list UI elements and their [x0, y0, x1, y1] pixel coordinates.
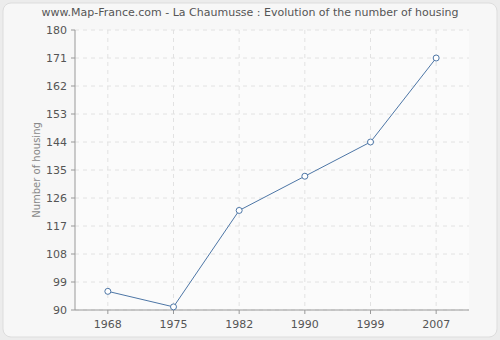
tick-label: 126: [46, 192, 67, 205]
title: www.Map-France.com - La Chaumusse : Evol…: [42, 6, 459, 19]
tick-label: 99: [53, 276, 67, 289]
grid-line: [75, 30, 469, 31]
grid-line: [75, 86, 469, 87]
tick-label: 117: [46, 220, 67, 233]
tick-label: 2007: [422, 318, 450, 331]
grid-line: [173, 30, 174, 310]
grid-line: [75, 254, 469, 255]
tick: [107, 310, 108, 314]
tick: [304, 310, 305, 314]
tick: [71, 114, 75, 115]
tick-label: 1982: [225, 318, 253, 331]
background: [3, 3, 497, 337]
tick: [71, 198, 75, 199]
grid-line: [75, 170, 469, 171]
tick: [71, 254, 75, 255]
grid-line: [75, 226, 469, 227]
tick: [436, 310, 437, 314]
marker: [302, 173, 308, 179]
grid-line: [75, 114, 469, 115]
tick-label: 144: [46, 136, 67, 149]
tick-label: 90: [53, 304, 67, 317]
tick-label: 1968: [94, 318, 122, 331]
grid-line: [107, 30, 108, 310]
grid-line: [239, 30, 240, 310]
marker: [236, 207, 242, 213]
grid-line: [75, 58, 469, 59]
line: [108, 58, 436, 307]
tick: [71, 282, 75, 283]
tick-label: 1999: [357, 318, 385, 331]
tick: [71, 226, 75, 227]
tick-label: 1990: [291, 318, 319, 331]
grid-line: [75, 198, 469, 199]
y-axis-label: Number of housing: [31, 122, 42, 218]
grid-line: [75, 142, 469, 143]
grid-line: [436, 30, 437, 310]
tick: [370, 310, 371, 314]
tick: [71, 86, 75, 87]
marker: [368, 139, 374, 145]
tick-label: 171: [46, 52, 67, 65]
grid-line: [75, 310, 469, 311]
tick: [71, 310, 75, 311]
axis: [75, 310, 469, 311]
series: [105, 55, 439, 310]
chart: www.Map-France.com - La Chaumusse : Evol…: [0, 0, 500, 340]
tick-label: 1975: [160, 318, 188, 331]
tick: [71, 170, 75, 171]
tick: [71, 58, 75, 59]
tick: [71, 30, 75, 31]
axis: [75, 30, 76, 310]
marker: [171, 304, 177, 310]
grid-line: [304, 30, 305, 310]
tick-label: 108: [46, 248, 67, 261]
marker: [433, 55, 439, 61]
tick: [71, 142, 75, 143]
grid-line: [370, 30, 371, 310]
plot-area: [75, 30, 469, 310]
grid-line: [75, 282, 469, 283]
tick-label: 180: [46, 24, 67, 37]
tick: [239, 310, 240, 314]
marker: [105, 288, 111, 294]
tick-label: 135: [46, 164, 67, 177]
tick: [173, 310, 174, 314]
tick-label: 162: [46, 80, 67, 93]
tick-label: 153: [46, 108, 67, 121]
